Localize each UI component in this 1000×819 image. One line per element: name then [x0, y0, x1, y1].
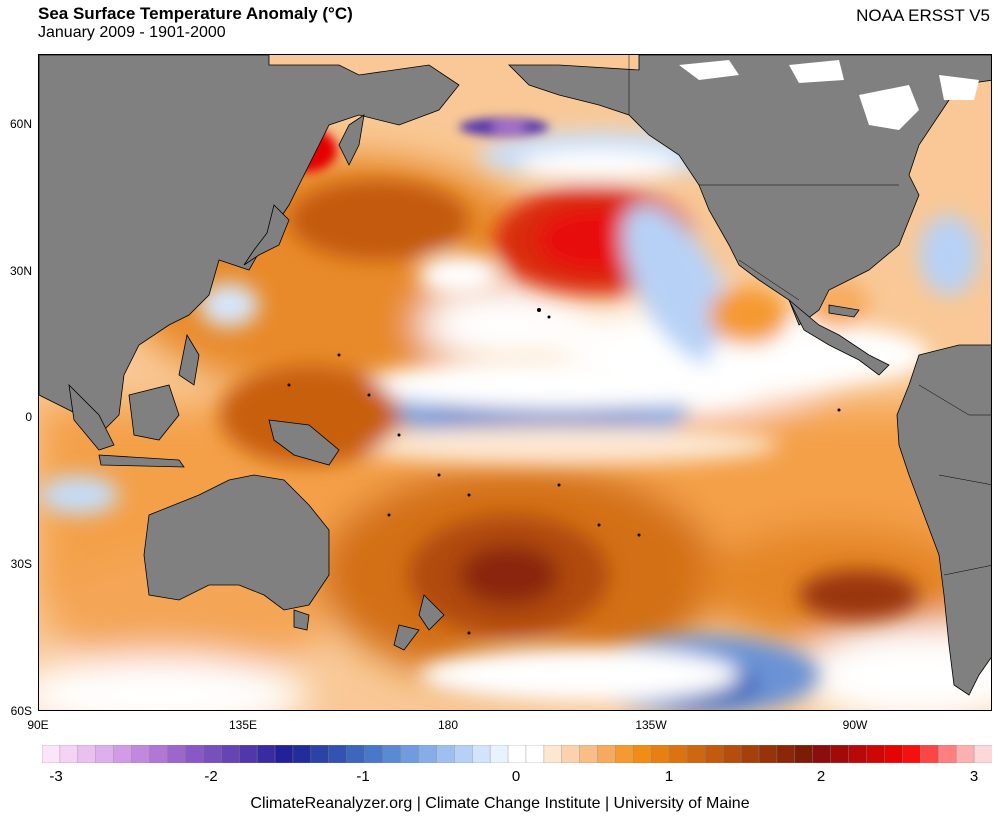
colorbar-swatch: [902, 745, 921, 763]
lon-label-180: 180: [437, 718, 459, 732]
colorbar-swatch: [346, 745, 366, 763]
land-sumatra: [68, 383, 115, 451]
lon-label-135w: 135W: [635, 718, 667, 732]
colorbar-swatch: [507, 745, 527, 763]
colorbar-swatch: [400, 745, 419, 763]
lat-label-30s: 30S: [10, 557, 32, 571]
colorbar-swatch: [955, 745, 975, 763]
anomaly-field-base: [39, 155, 991, 710]
lat-label-60s: 60S: [10, 704, 32, 718]
land-japan: [243, 204, 290, 266]
land-australia: [143, 474, 330, 611]
colorbar-swatch: [794, 745, 814, 763]
colorbar-swatch: [938, 745, 957, 763]
colorbar-swatch: [149, 745, 168, 763]
land-kamchatka: [338, 114, 365, 166]
colorbar-swatch: [848, 745, 868, 763]
colorbar-swatch: [973, 745, 992, 763]
colorbar-swatch: [561, 745, 581, 763]
colorbar-swatch: [274, 745, 294, 763]
colorbar-swatch: [651, 745, 670, 763]
lon-label-135e: 135E: [228, 718, 258, 732]
colorbar-label-0: 0: [511, 768, 521, 785]
colorbar-swatch: [776, 745, 796, 763]
colorbar-swatch: [42, 745, 61, 763]
colorbar-swatch: [203, 745, 222, 763]
colorbar-swatch: [113, 745, 133, 763]
land-borneo: [128, 384, 180, 441]
pacific-islands: [287, 308, 841, 635]
colorbar-label-1: 1: [664, 768, 674, 785]
colorbar-swatch: [382, 745, 401, 763]
colorbar-swatch: [669, 745, 688, 763]
colorbar-swatch: [597, 745, 617, 763]
map-title: Sea Surface Temperature Anomaly (°C): [38, 4, 353, 23]
colorbar-swatch: [418, 745, 437, 763]
colorbar-swatch: [364, 745, 384, 763]
colorbar-swatch: [167, 745, 186, 763]
colorbar-label-neg3: -3: [49, 768, 63, 785]
colorbar-swatch: [884, 745, 903, 763]
colorbar-swatch: [436, 745, 455, 763]
sst-anomaly-map[interactable]: [38, 54, 992, 711]
land-new-guinea: [268, 419, 340, 466]
land-new-zealand: [418, 594, 445, 631]
colorbar-swatch: [131, 745, 151, 763]
colorbar-swatch: [238, 745, 258, 763]
colorbar-swatch: [310, 745, 330, 763]
colorbar-swatch: [221, 745, 240, 763]
colorbar-swatches: [42, 745, 992, 763]
land-philippines: [178, 333, 200, 386]
colorbar-swatch: [543, 745, 563, 763]
colorbar-swatch: [328, 745, 348, 763]
colorbar-label-3: 3: [969, 768, 979, 785]
lat-label-60n: 60N: [9, 117, 32, 131]
colorbar-swatch: [830, 745, 850, 763]
colorbar-swatch: [687, 745, 706, 763]
colorbar-swatch: [256, 745, 276, 763]
colorbar-swatch: [454, 745, 473, 763]
lat-label-30n: 30N: [9, 264, 32, 278]
colorbar-label-neg1: -1: [356, 768, 370, 785]
colorbar-swatch: [920, 745, 939, 763]
dataset-label: NOAA ERSST V5: [856, 6, 990, 25]
colorbar-swatch: [615, 745, 635, 763]
colorbar-swatch: [758, 745, 778, 763]
colorbar-label-neg2: -2: [204, 768, 218, 785]
colorbar-swatch: [292, 745, 312, 763]
colorbar-swatch: [95, 745, 115, 763]
lat-label-eq: 0: [25, 410, 32, 424]
colorbar-label-2: 2: [816, 768, 826, 785]
map-subtitle: January 2009 - 1901-2000: [38, 24, 226, 41]
land-south-america: [896, 344, 991, 696]
colorbar-swatch: [471, 745, 491, 763]
colorbar-swatch: [866, 745, 885, 763]
land-central-america: [788, 299, 890, 376]
colorbar-swatch: [185, 745, 204, 763]
colorbar-swatch: [77, 745, 97, 763]
anomaly-field-detail: [39, 130, 979, 710]
lon-label-90e: 90E: [27, 718, 49, 732]
colorbar-swatch: [59, 745, 79, 763]
colorbar-swatch: [812, 745, 832, 763]
footer-credit: ClimateReanalyzer.org | Climate Change I…: [250, 795, 750, 812]
colorbar-swatch: [722, 745, 742, 763]
colorbar: [42, 745, 992, 763]
colorbar-swatch: [489, 745, 509, 763]
lon-label-90w: 90W: [842, 718, 868, 732]
colorbar-swatch: [633, 745, 652, 763]
colorbar-swatch: [705, 745, 724, 763]
colorbar-swatch: [579, 745, 599, 763]
colorbar-swatch: [525, 745, 545, 763]
colorbar-swatch: [740, 745, 760, 763]
